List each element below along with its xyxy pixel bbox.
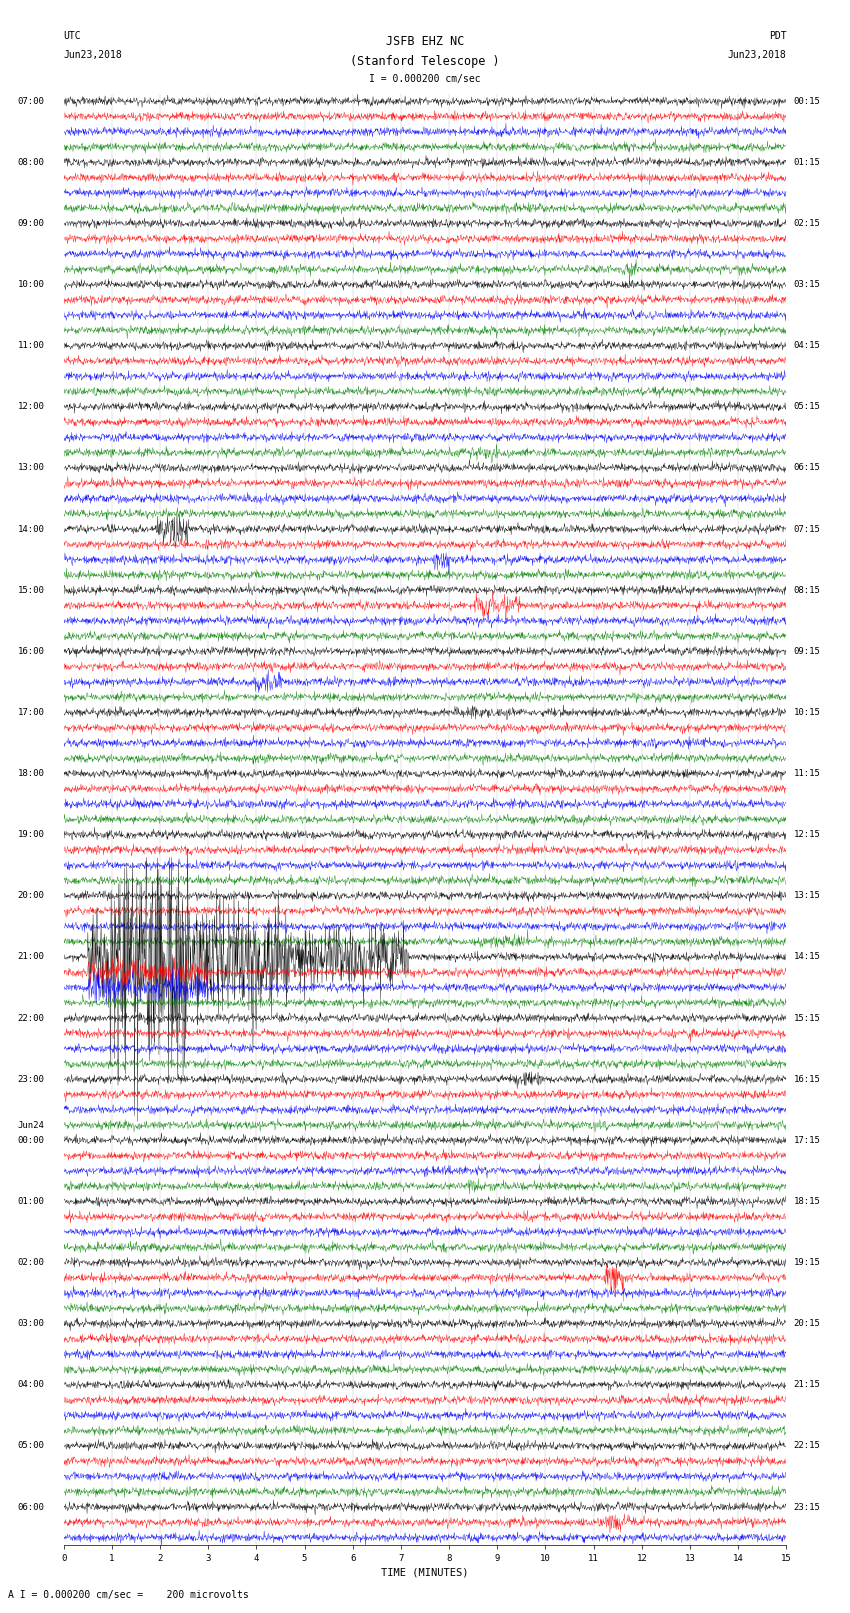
Text: 05:15: 05:15 [794, 402, 820, 411]
Text: PDT: PDT [768, 31, 786, 40]
Text: 16:15: 16:15 [794, 1074, 820, 1084]
Text: A I = 0.000200 cm/sec =    200 microvolts: A I = 0.000200 cm/sec = 200 microvolts [8, 1590, 249, 1600]
Text: 23:15: 23:15 [794, 1503, 820, 1511]
Text: 11:15: 11:15 [794, 769, 820, 777]
Text: 00:15: 00:15 [794, 97, 820, 106]
Text: 22:15: 22:15 [794, 1442, 820, 1450]
Text: 13:15: 13:15 [794, 892, 820, 900]
Text: 21:00: 21:00 [18, 952, 44, 961]
Text: 20:15: 20:15 [794, 1319, 820, 1327]
Text: 14:00: 14:00 [18, 524, 44, 534]
Text: 02:15: 02:15 [794, 219, 820, 227]
Text: Jun24: Jun24 [18, 1121, 44, 1129]
Text: I = 0.000200 cm/sec: I = 0.000200 cm/sec [369, 74, 481, 84]
Text: Jun23,2018: Jun23,2018 [728, 50, 786, 60]
Text: 17:15: 17:15 [794, 1136, 820, 1145]
Text: 04:00: 04:00 [18, 1381, 44, 1389]
Text: 17:00: 17:00 [18, 708, 44, 716]
Text: 06:00: 06:00 [18, 1503, 44, 1511]
Text: 06:15: 06:15 [794, 463, 820, 473]
Text: 20:00: 20:00 [18, 892, 44, 900]
Text: (Stanford Telescope ): (Stanford Telescope ) [350, 55, 500, 68]
Text: 18:15: 18:15 [794, 1197, 820, 1207]
Text: 16:00: 16:00 [18, 647, 44, 656]
Text: 02:00: 02:00 [18, 1258, 44, 1268]
Text: 07:15: 07:15 [794, 524, 820, 534]
X-axis label: TIME (MINUTES): TIME (MINUTES) [382, 1568, 468, 1578]
Text: 15:00: 15:00 [18, 586, 44, 595]
Text: 10:15: 10:15 [794, 708, 820, 716]
Text: 05:00: 05:00 [18, 1442, 44, 1450]
Text: 22:00: 22:00 [18, 1013, 44, 1023]
Text: 12:00: 12:00 [18, 402, 44, 411]
Text: 10:00: 10:00 [18, 281, 44, 289]
Text: 12:15: 12:15 [794, 831, 820, 839]
Text: 03:00: 03:00 [18, 1319, 44, 1327]
Text: 03:15: 03:15 [794, 281, 820, 289]
Text: 18:00: 18:00 [18, 769, 44, 777]
Text: 11:00: 11:00 [18, 342, 44, 350]
Text: 13:00: 13:00 [18, 463, 44, 473]
Text: 23:00: 23:00 [18, 1074, 44, 1084]
Text: JSFB EHZ NC: JSFB EHZ NC [386, 35, 464, 48]
Text: 01:15: 01:15 [794, 158, 820, 166]
Text: UTC: UTC [64, 31, 82, 40]
Text: 08:15: 08:15 [794, 586, 820, 595]
Text: 04:15: 04:15 [794, 342, 820, 350]
Text: 15:15: 15:15 [794, 1013, 820, 1023]
Text: 21:15: 21:15 [794, 1381, 820, 1389]
Text: 19:15: 19:15 [794, 1258, 820, 1268]
Text: 00:00: 00:00 [18, 1136, 44, 1145]
Text: 08:00: 08:00 [18, 158, 44, 166]
Text: 14:15: 14:15 [794, 952, 820, 961]
Text: 19:00: 19:00 [18, 831, 44, 839]
Text: Jun23,2018: Jun23,2018 [64, 50, 122, 60]
Text: 09:00: 09:00 [18, 219, 44, 227]
Text: 09:15: 09:15 [794, 647, 820, 656]
Text: 07:00: 07:00 [18, 97, 44, 106]
Text: 01:00: 01:00 [18, 1197, 44, 1207]
